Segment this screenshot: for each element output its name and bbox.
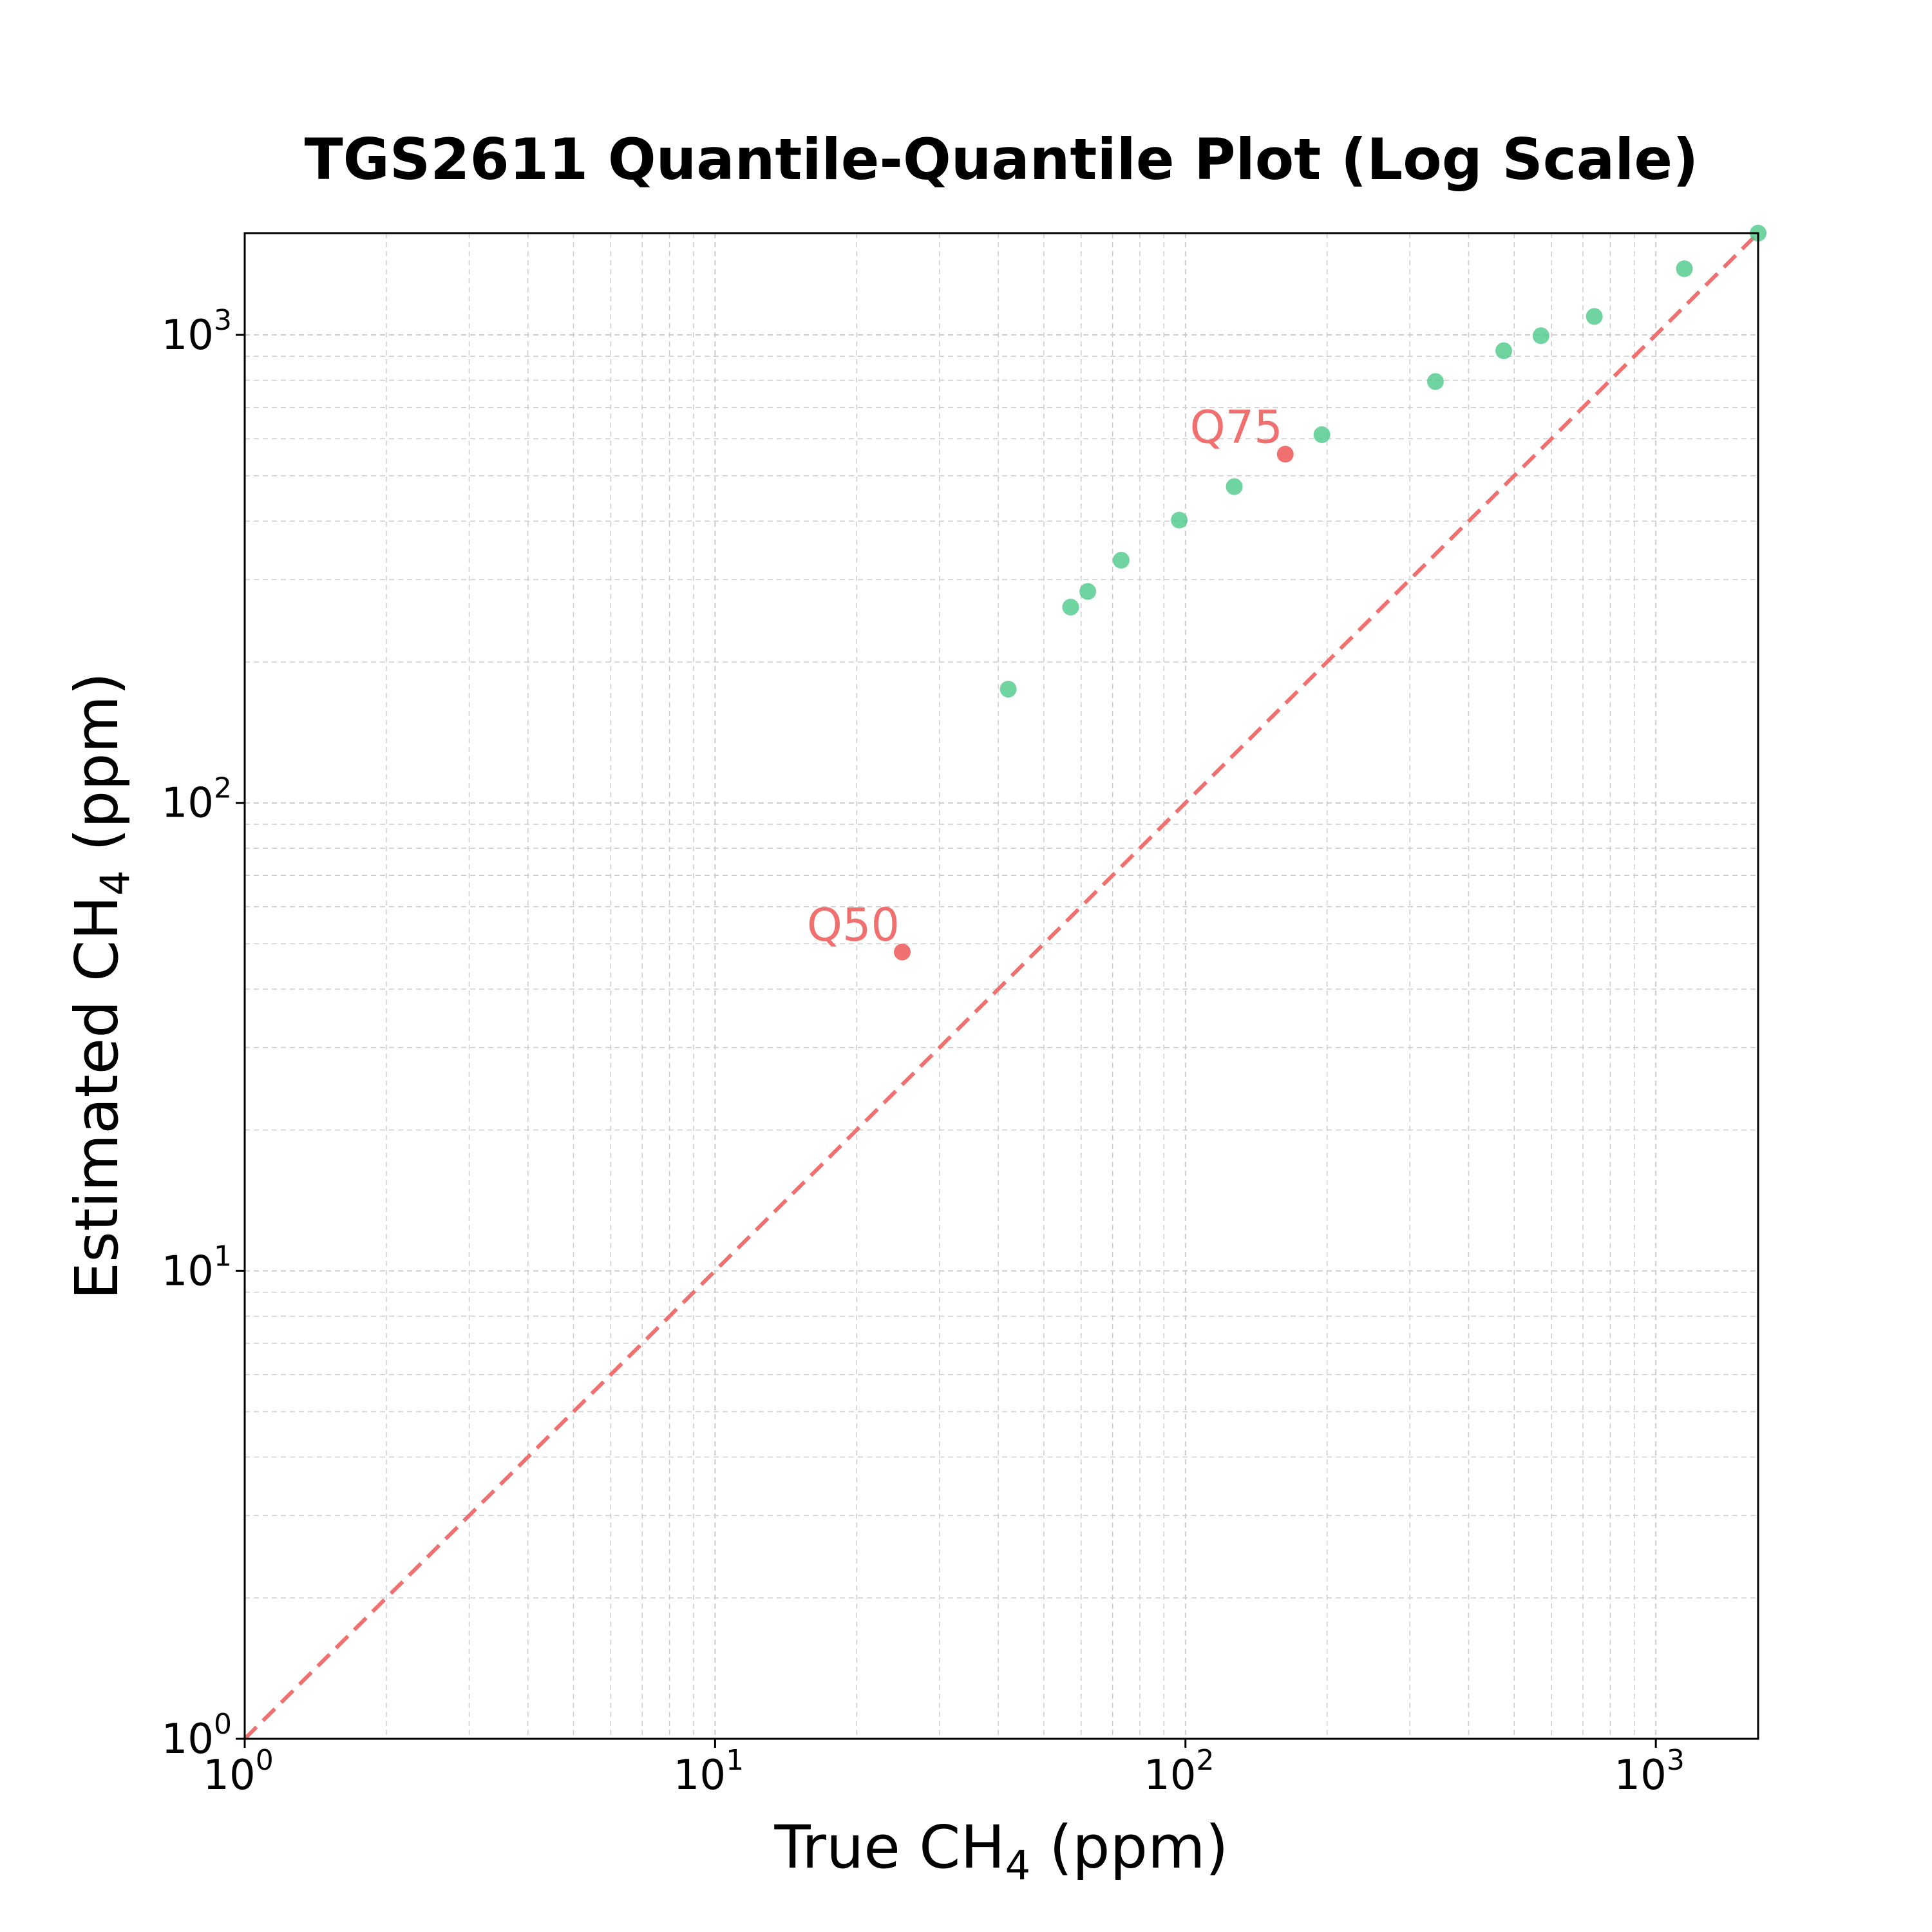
y-tick-label: 103 bbox=[162, 304, 232, 359]
y-axis-label-tail: (ppm) bbox=[62, 672, 131, 870]
data-point bbox=[1495, 342, 1513, 359]
y-axis-label-sub: 4 bbox=[91, 870, 138, 895]
grid bbox=[244, 233, 1758, 1739]
x-ticks: 100 101 102 103 bbox=[203, 1739, 1685, 1799]
chart-title: TGS2611 Quantile-Quantile Plot (Log Scal… bbox=[305, 126, 1699, 193]
data-point bbox=[1112, 551, 1130, 569]
y-ticks: 100 101 102 103 bbox=[162, 304, 245, 1763]
reference-line bbox=[243, 231, 1760, 1741]
quantile-point bbox=[1276, 446, 1294, 463]
x-axis-label: True CH4 (ppm) bbox=[774, 1813, 1229, 1889]
y-axis-label-main: Estimated CH bbox=[62, 896, 131, 1300]
data-point bbox=[1586, 308, 1603, 325]
y-axis-label: Estimated CH4 (ppm) bbox=[62, 672, 138, 1300]
data-point bbox=[1079, 583, 1097, 600]
data-point bbox=[1313, 426, 1331, 443]
data-point bbox=[1676, 260, 1693, 278]
annotations: Q50 Q75 bbox=[807, 401, 1283, 951]
x-tick-label: 103 bbox=[1614, 1744, 1684, 1799]
y-tick-label: 102 bbox=[162, 772, 232, 828]
data-point bbox=[1171, 511, 1188, 529]
x-axis-label-main: True CH bbox=[774, 1813, 1005, 1882]
data-point bbox=[1062, 598, 1079, 616]
y-tick-label: 101 bbox=[162, 1240, 232, 1295]
x-axis-label-sub: 4 bbox=[1005, 1842, 1030, 1889]
y-tick-label: 100 bbox=[162, 1708, 232, 1763]
plot-frame bbox=[243, 232, 1759, 1740]
reference-line-y-equals-x bbox=[243, 231, 1760, 1741]
x-tick-label: 100 bbox=[203, 1744, 273, 1799]
x-axis-label-tail: (ppm) bbox=[1030, 1813, 1228, 1882]
quantile-label: Q75 bbox=[1190, 401, 1283, 453]
quantile-point bbox=[894, 943, 911, 961]
x-tick-label: 102 bbox=[1144, 1744, 1214, 1799]
x-tick-label: 101 bbox=[674, 1744, 744, 1799]
data-point bbox=[1226, 478, 1243, 495]
quantile-label: Q50 bbox=[807, 898, 900, 951]
data-point bbox=[1426, 373, 1444, 390]
data-point bbox=[1532, 327, 1549, 345]
data-point bbox=[999, 681, 1017, 698]
